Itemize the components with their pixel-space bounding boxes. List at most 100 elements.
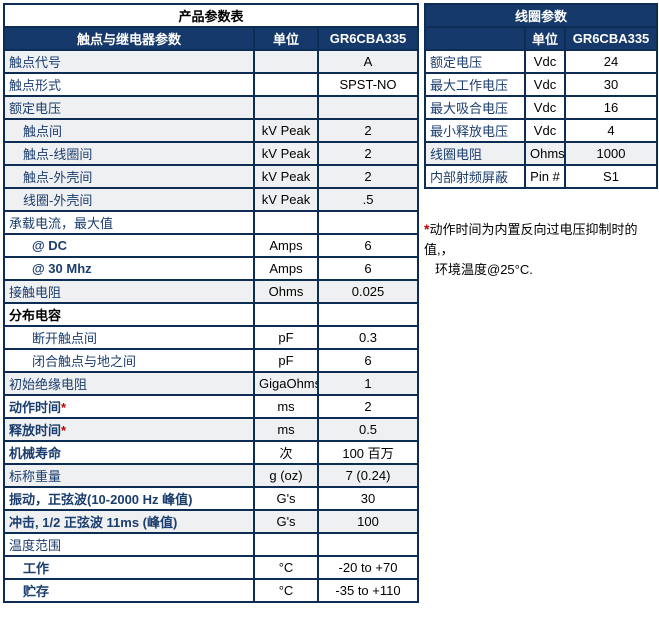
unit-cell: Vdc xyxy=(524,49,566,74)
param-label: 线圈-外壳间 xyxy=(3,187,255,212)
unit-cell: kV Peak xyxy=(253,164,319,189)
asterisk-marker: * xyxy=(61,400,67,415)
value-cell: 2 xyxy=(316,394,420,419)
table-row: 触点形式 SPST-NO xyxy=(3,72,420,97)
param-label: 额定电压 xyxy=(424,49,526,74)
value-cell: 100 百万 xyxy=(316,440,420,465)
unit-cell: Vdc xyxy=(524,72,566,97)
param-label: 内部射频屏蔽 xyxy=(424,164,526,189)
value-cell: 6 xyxy=(316,256,420,281)
unit-cell xyxy=(253,302,319,327)
table-row: 触点代号 A xyxy=(3,49,420,74)
table-row: 最大吸合电压 Vdc 16 xyxy=(424,95,658,120)
header-model: GR6CBA335 xyxy=(316,26,420,51)
value-cell: .5 xyxy=(316,187,420,212)
value-cell: 1 xyxy=(316,371,420,396)
value-cell xyxy=(316,532,420,557)
value-cell: 6 xyxy=(316,348,420,373)
value-cell xyxy=(316,210,420,235)
param-label: 最大工作电压 xyxy=(424,72,526,97)
value-cell: 24 xyxy=(564,49,658,74)
footnote-text: 动作时间为内置反向过电压抑制时的值,， xyxy=(424,222,638,257)
value-cell: 100 xyxy=(316,509,420,534)
table-row: 释放时间* ms 0.5 xyxy=(3,417,420,442)
param-label: 温度范围 xyxy=(3,532,255,557)
unit-cell: 次 xyxy=(253,440,319,465)
table-title-row: 线圈参数 xyxy=(424,3,658,28)
unit-cell xyxy=(253,49,319,74)
unit-cell: G's xyxy=(253,486,319,511)
param-label: 最小释放电压 xyxy=(424,118,526,143)
param-label: 工作 xyxy=(3,555,255,580)
value-cell: S1 xyxy=(564,164,658,189)
table-row: 动作时间* ms 2 xyxy=(3,394,420,419)
param-label: 承载电流，最大值 xyxy=(3,210,255,235)
unit-cell: Pin # xyxy=(524,164,566,189)
footnote-line-1: *动作时间为内置反向过电压抑制时的值,， xyxy=(424,219,659,260)
value-cell: 0.5 xyxy=(316,417,420,442)
table-row: 触点-外壳间 kV Peak 2 xyxy=(3,164,420,189)
header-param xyxy=(424,26,526,51)
unit-cell: GigaOhms xyxy=(253,371,319,396)
value-cell: -20 to +70 xyxy=(316,555,420,580)
value-cell: A xyxy=(316,49,420,74)
product-parameters-table: 产品参数表 触点与继电器参数 单位 GR6CBA335 触点代号 A 触点形式 … xyxy=(2,3,420,603)
param-label: @ 30 Mhz xyxy=(3,256,255,281)
unit-cell: °C xyxy=(253,578,319,603)
param-label: 断开触点间 xyxy=(3,325,255,350)
unit-cell: pF xyxy=(253,348,319,373)
param-label: @ DC xyxy=(3,233,255,258)
value-cell: 7 (0.24) xyxy=(316,463,420,488)
table-row: 工作 °C -20 to +70 xyxy=(3,555,420,580)
table-row: 触点间 kV Peak 2 xyxy=(3,118,420,143)
table-row: 额定电压 xyxy=(3,95,420,120)
param-label: 释放时间* xyxy=(3,417,255,442)
param-label: 触点间 xyxy=(3,118,255,143)
param-label: 振动，正弦波(10-2000 Hz 峰值) xyxy=(3,486,255,511)
param-label: 接触电阻 xyxy=(3,279,255,304)
table-row: 温度范围 xyxy=(3,532,420,557)
param-label: 额定电压 xyxy=(3,95,255,120)
value-cell: 30 xyxy=(564,72,658,97)
value-cell: 6 xyxy=(316,233,420,258)
param-label: 触点-外壳间 xyxy=(3,164,255,189)
unit-cell: ms xyxy=(253,394,319,419)
unit-cell: °C xyxy=(253,555,319,580)
footnote-line-2: 环境温度@25°C. xyxy=(435,262,533,277)
table-row: 内部射频屏蔽 Pin # S1 xyxy=(424,164,658,189)
table-row: 贮存 °C -35 to +110 xyxy=(3,578,420,603)
table-row: 线圈电阻 Ohms 1000 xyxy=(424,141,658,166)
unit-cell: ms xyxy=(253,417,319,442)
param-label: 触点形式 xyxy=(3,72,255,97)
param-label: 动作时间* xyxy=(3,394,255,419)
table-row: 闭合触点与地之间 pF 6 xyxy=(3,348,420,373)
table-row: 最大工作电压 Vdc 30 xyxy=(424,72,658,97)
table-row: 线圈-外壳间 kV Peak .5 xyxy=(3,187,420,212)
value-cell: SPST-NO xyxy=(316,72,420,97)
table-row: 机械寿命 次 100 百万 xyxy=(3,440,420,465)
param-label: 初始绝缘电阻 xyxy=(3,371,255,396)
unit-cell: Amps xyxy=(253,233,319,258)
header-model: GR6CBA335 xyxy=(564,26,658,51)
value-cell: 1000 xyxy=(564,141,658,166)
param-label-text: 释放时间 xyxy=(9,423,62,438)
param-label: 贮存 xyxy=(3,578,255,603)
param-label: 触点-线圈间 xyxy=(3,141,255,166)
table-header-row: 单位 GR6CBA335 xyxy=(424,26,658,51)
unit-cell: kV Peak xyxy=(253,141,319,166)
unit-cell: pF xyxy=(253,325,319,350)
coil-parameters-table: 线圈参数 单位 GR6CBA335 额定电压 Vdc 24 最大工作电压 Vdc… xyxy=(424,3,658,189)
param-label: 闭合触点与地之间 xyxy=(3,348,255,373)
table-row: 最小释放电压 Vdc 4 xyxy=(424,118,658,143)
unit-cell: Ohms xyxy=(253,279,319,304)
unit-cell xyxy=(253,72,319,97)
table-title-row: 产品参数表 xyxy=(2,3,420,28)
header-unit: 单位 xyxy=(524,26,566,51)
param-label-text: 动作时间 xyxy=(9,400,62,415)
table-row: 冲击, 1/2 正弦波 11ms (峰值) G's 100 xyxy=(3,509,420,534)
param-label: 标称重量 xyxy=(3,463,255,488)
value-cell xyxy=(316,95,420,120)
param-label: 分布电容 xyxy=(3,302,255,327)
value-cell: 2 xyxy=(316,164,420,189)
